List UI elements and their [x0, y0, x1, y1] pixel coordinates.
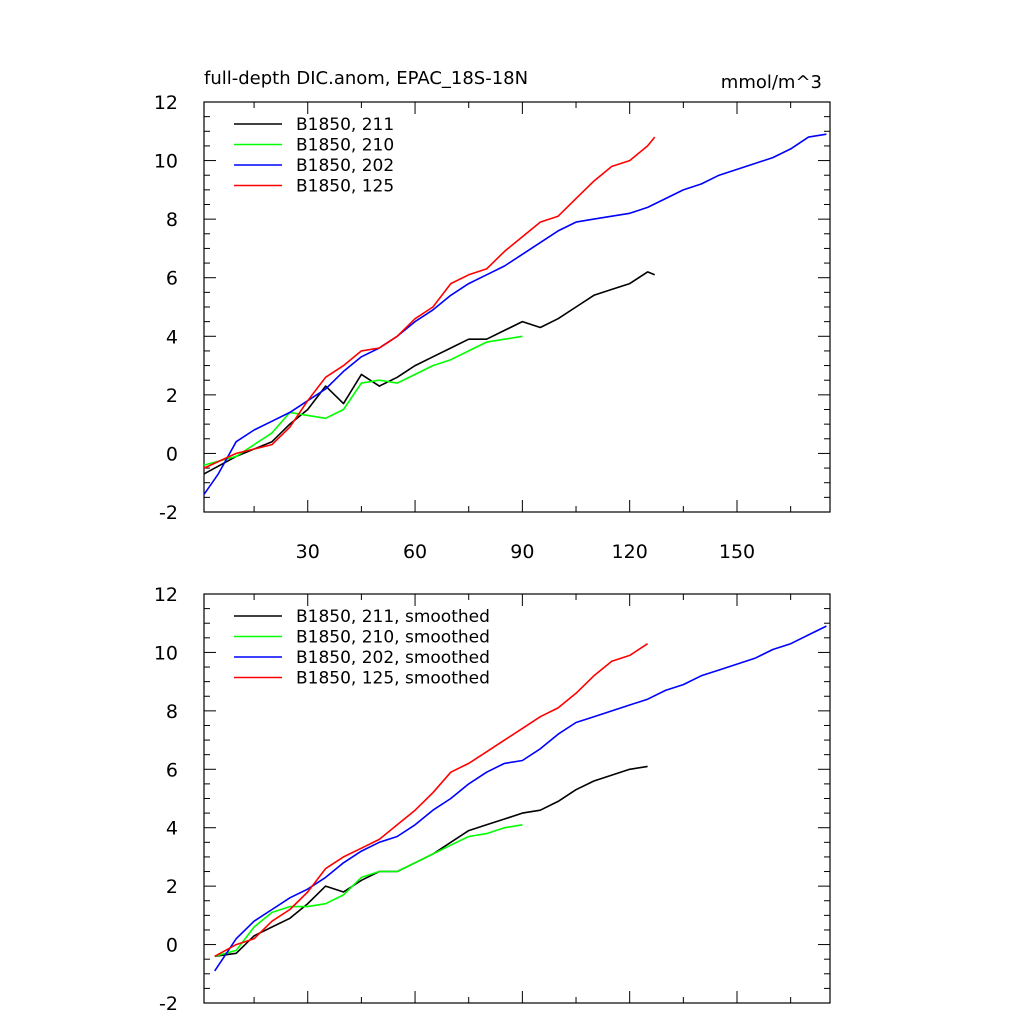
y-tick-label: 2: [166, 385, 178, 407]
legend-label: B1850, 202: [296, 156, 394, 176]
legend-label: B1850, 125: [296, 177, 394, 197]
y-tick-label: 2: [166, 876, 178, 898]
y-tick-label: -2: [159, 993, 178, 1015]
series-line-1: [203, 271, 656, 475]
legend-label: B1850, 202, smoothed: [296, 648, 490, 668]
chart-panel-1: -2 0 2 4 6 8 10 12 30 60 90 120 150 full-depth DIC.an…: [154, 68, 831, 563]
series-line-4: [214, 643, 649, 958]
series-line-2: [214, 824, 523, 958]
y-tick-label: 6: [166, 759, 178, 781]
chart-title: full-depth DIC.anom, EPAC_18S-18N: [204, 68, 528, 89]
y-tick-label: 8: [166, 701, 178, 723]
y-tick-label: -2: [159, 502, 178, 524]
y-tick-label: 0: [166, 935, 178, 957]
y-tick-label: 10: [154, 151, 178, 173]
x-tick-label: 120: [612, 541, 648, 563]
units-label: mmol/m^3: [721, 72, 822, 93]
y-tick-label: 0: [166, 443, 178, 465]
series-line-4: [203, 136, 656, 469]
y-tick-label: 4: [166, 326, 178, 348]
legend-label: B1850, 211, smoothed: [296, 607, 490, 627]
y-tick-label: 4: [166, 818, 178, 840]
legend-label: B1850, 210: [296, 136, 394, 156]
x-tick-label: 30: [296, 541, 320, 563]
series-line-3: [214, 625, 827, 972]
y-tick-label: 12: [154, 584, 178, 606]
legend-label: B1850, 125, smoothed: [296, 669, 490, 689]
y-tick-label: 8: [166, 209, 178, 231]
y-tick-label: 10: [154, 642, 178, 664]
legend-label: B1850, 210, smoothed: [296, 628, 490, 648]
series-line-2: [203, 335, 523, 466]
x-tick-label: 90: [510, 541, 534, 563]
y-tick-label: 12: [154, 92, 178, 114]
series-line-3: [203, 133, 827, 495]
y-tick-label: 6: [166, 268, 178, 290]
x-tick-label: 60: [403, 541, 427, 563]
legend-label: B1850, 211: [296, 115, 394, 135]
x-tick-label: 150: [719, 541, 755, 563]
